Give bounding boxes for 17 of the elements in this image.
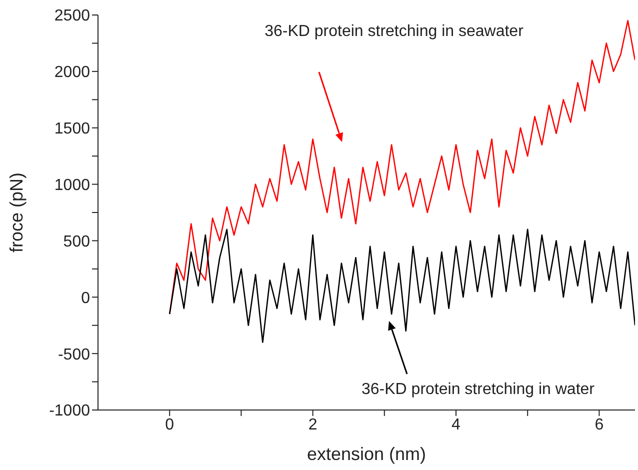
y-tick-label: 2000 <box>54 64 90 82</box>
annotation: 36-KD protein stretching in water <box>362 381 596 398</box>
y-tick-label: 2500 <box>54 8 90 25</box>
y-axis-title: froce (pN) <box>6 172 26 253</box>
annotation: 36-KD protein stretching in seawater <box>264 23 524 40</box>
y-tick-label: 0 <box>81 290 90 307</box>
y-tick-label: -1000 <box>49 402 90 420</box>
x-axis-title: extension (nm) <box>306 444 426 464</box>
y-tick-label: 500 <box>63 233 90 250</box>
x-tick-label: 4 <box>452 416 461 434</box>
y-tick-label: 1500 <box>54 120 90 138</box>
x-tick-label: 0 <box>165 416 174 434</box>
y-tick-label: 1000 <box>54 176 90 194</box>
x-tick-label: 6 <box>594 416 604 434</box>
y-tick-label: -500 <box>58 346 90 364</box>
line-series <box>168 228 635 343</box>
x-tick-label: 2 <box>308 416 318 434</box>
